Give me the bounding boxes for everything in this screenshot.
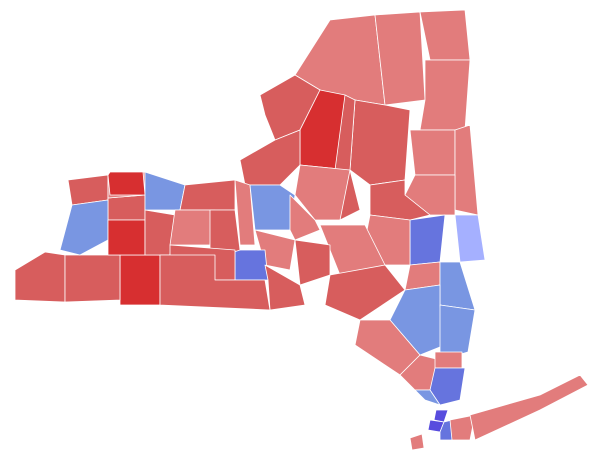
county-region	[294, 239, 331, 286]
county-region	[239, 129, 301, 186]
county-region	[324, 264, 406, 321]
county-region	[469, 374, 589, 441]
county-region	[449, 414, 476, 441]
county-region	[169, 209, 216, 246]
county-region	[144, 171, 186, 211]
county-region	[64, 254, 121, 303]
county-region	[439, 261, 476, 311]
county-region	[419, 9, 471, 61]
county-region	[59, 199, 109, 256]
county-region	[107, 194, 146, 221]
county-region	[429, 367, 466, 406]
county-region	[209, 209, 241, 261]
county-region	[107, 219, 146, 256]
county-region	[433, 409, 449, 423]
county-region	[409, 129, 456, 176]
county-region	[264, 264, 306, 311]
county-region	[107, 171, 146, 196]
county-region	[159, 254, 271, 311]
county-region	[119, 254, 161, 306]
county-region	[454, 124, 479, 216]
county-region	[439, 304, 476, 361]
county-region	[234, 249, 269, 281]
county-region	[409, 433, 425, 451]
county-region	[289, 194, 321, 241]
county-region	[179, 179, 236, 211]
county-region	[409, 214, 446, 266]
county-region	[249, 184, 296, 231]
county-region	[454, 214, 486, 263]
county-region	[414, 389, 441, 406]
county-region	[419, 59, 471, 131]
county-region	[234, 179, 256, 246]
county-region	[14, 251, 66, 303]
county-region	[434, 351, 463, 369]
county-region	[349, 99, 411, 186]
county-region	[294, 164, 351, 221]
